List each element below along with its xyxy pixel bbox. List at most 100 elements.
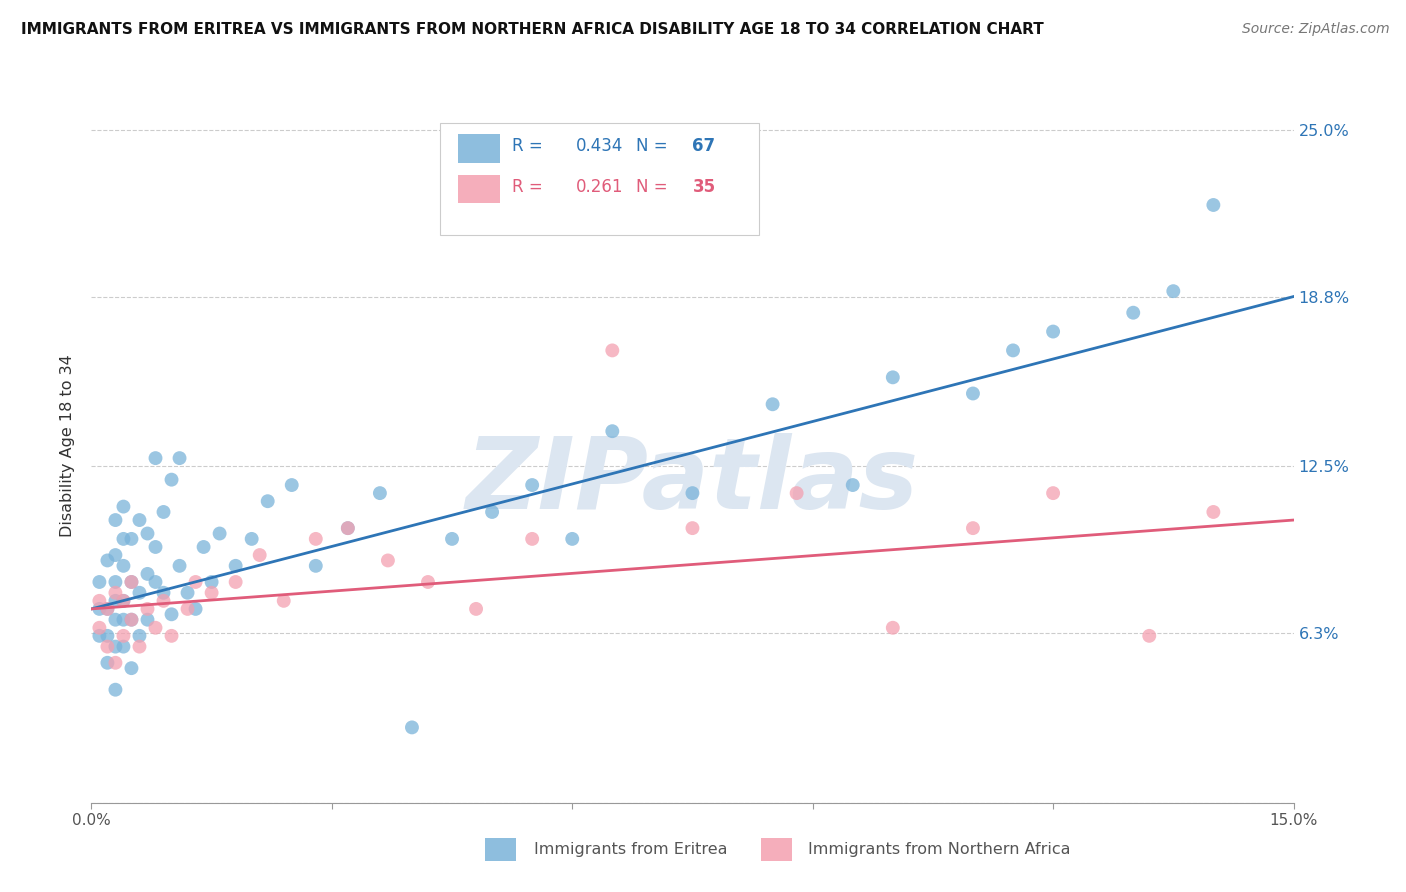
- Point: [104, 548, 127, 562]
- Point: [416, 574, 439, 589]
- Point: [89, 594, 111, 608]
- Point: [1042, 325, 1064, 339]
- Point: [169, 451, 191, 466]
- Point: [121, 661, 143, 675]
- FancyBboxPatch shape: [440, 123, 759, 235]
- Text: 0.261: 0.261: [576, 178, 623, 196]
- Point: [112, 594, 135, 608]
- Point: [160, 473, 183, 487]
- Point: [169, 558, 191, 573]
- Point: [89, 629, 111, 643]
- Point: [89, 602, 111, 616]
- Point: [160, 629, 183, 643]
- Text: ZIPatlas: ZIPatlas: [465, 434, 920, 530]
- Text: 35: 35: [692, 178, 716, 196]
- Point: [104, 656, 127, 670]
- Point: [112, 594, 135, 608]
- Point: [96, 602, 118, 616]
- Point: [112, 532, 135, 546]
- Point: [681, 521, 703, 535]
- Point: [256, 494, 278, 508]
- Point: [89, 574, 111, 589]
- Point: [96, 553, 118, 567]
- Point: [152, 505, 174, 519]
- Text: Source: ZipAtlas.com: Source: ZipAtlas.com: [1241, 22, 1389, 37]
- Point: [440, 532, 463, 546]
- Text: 67: 67: [692, 137, 716, 155]
- Point: [136, 613, 159, 627]
- Point: [104, 513, 127, 527]
- Point: [136, 602, 159, 616]
- Point: [882, 621, 904, 635]
- Text: N =: N =: [636, 178, 673, 196]
- Point: [176, 586, 198, 600]
- Point: [193, 540, 215, 554]
- Point: [145, 621, 167, 635]
- Point: [368, 486, 391, 500]
- Point: [522, 478, 544, 492]
- Point: [305, 558, 328, 573]
- Point: [1163, 284, 1185, 298]
- Point: [104, 574, 127, 589]
- Point: [401, 720, 423, 734]
- Point: [152, 586, 174, 600]
- Text: Immigrants from Northern Africa: Immigrants from Northern Africa: [808, 842, 1071, 856]
- Point: [112, 640, 135, 654]
- Point: [962, 521, 984, 535]
- Text: IMMIGRANTS FROM ERITREA VS IMMIGRANTS FROM NORTHERN AFRICA DISABILITY AGE 18 TO : IMMIGRANTS FROM ERITREA VS IMMIGRANTS FR…: [21, 22, 1043, 37]
- Point: [121, 613, 143, 627]
- Point: [96, 640, 118, 654]
- Point: [121, 574, 143, 589]
- Point: [225, 574, 247, 589]
- Text: 0.434: 0.434: [576, 137, 623, 155]
- Point: [112, 558, 135, 573]
- Point: [96, 602, 118, 616]
- Point: [273, 594, 295, 608]
- Point: [240, 532, 263, 546]
- Point: [249, 548, 271, 562]
- Point: [602, 343, 624, 358]
- Point: [104, 586, 127, 600]
- Point: [762, 397, 785, 411]
- Point: [136, 566, 159, 581]
- Point: [136, 526, 159, 541]
- Point: [1001, 343, 1024, 358]
- Point: [201, 574, 224, 589]
- Text: Immigrants from Eritrea: Immigrants from Eritrea: [534, 842, 728, 856]
- Point: [1202, 198, 1225, 212]
- Point: [121, 532, 143, 546]
- Point: [522, 532, 544, 546]
- Point: [121, 574, 143, 589]
- Point: [465, 602, 488, 616]
- Point: [225, 558, 247, 573]
- Point: [128, 629, 150, 643]
- Point: [96, 656, 118, 670]
- Text: R =: R =: [512, 178, 548, 196]
- Text: N =: N =: [636, 137, 673, 155]
- Point: [1202, 505, 1225, 519]
- Point: [786, 486, 808, 500]
- Point: [112, 613, 135, 627]
- Point: [201, 586, 224, 600]
- Point: [128, 513, 150, 527]
- Point: [121, 613, 143, 627]
- Point: [112, 629, 135, 643]
- Point: [176, 602, 198, 616]
- Point: [184, 574, 207, 589]
- Point: [145, 540, 167, 554]
- Point: [145, 574, 167, 589]
- Point: [128, 586, 150, 600]
- Point: [104, 613, 127, 627]
- Point: [305, 532, 328, 546]
- Point: [160, 607, 183, 622]
- Point: [208, 526, 231, 541]
- Text: R =: R =: [512, 137, 548, 155]
- Point: [128, 640, 150, 654]
- Y-axis label: Disability Age 18 to 34: Disability Age 18 to 34: [60, 355, 76, 537]
- Point: [602, 424, 624, 438]
- FancyBboxPatch shape: [458, 134, 501, 162]
- Point: [152, 594, 174, 608]
- Point: [104, 682, 127, 697]
- Point: [377, 553, 399, 567]
- Point: [184, 602, 207, 616]
